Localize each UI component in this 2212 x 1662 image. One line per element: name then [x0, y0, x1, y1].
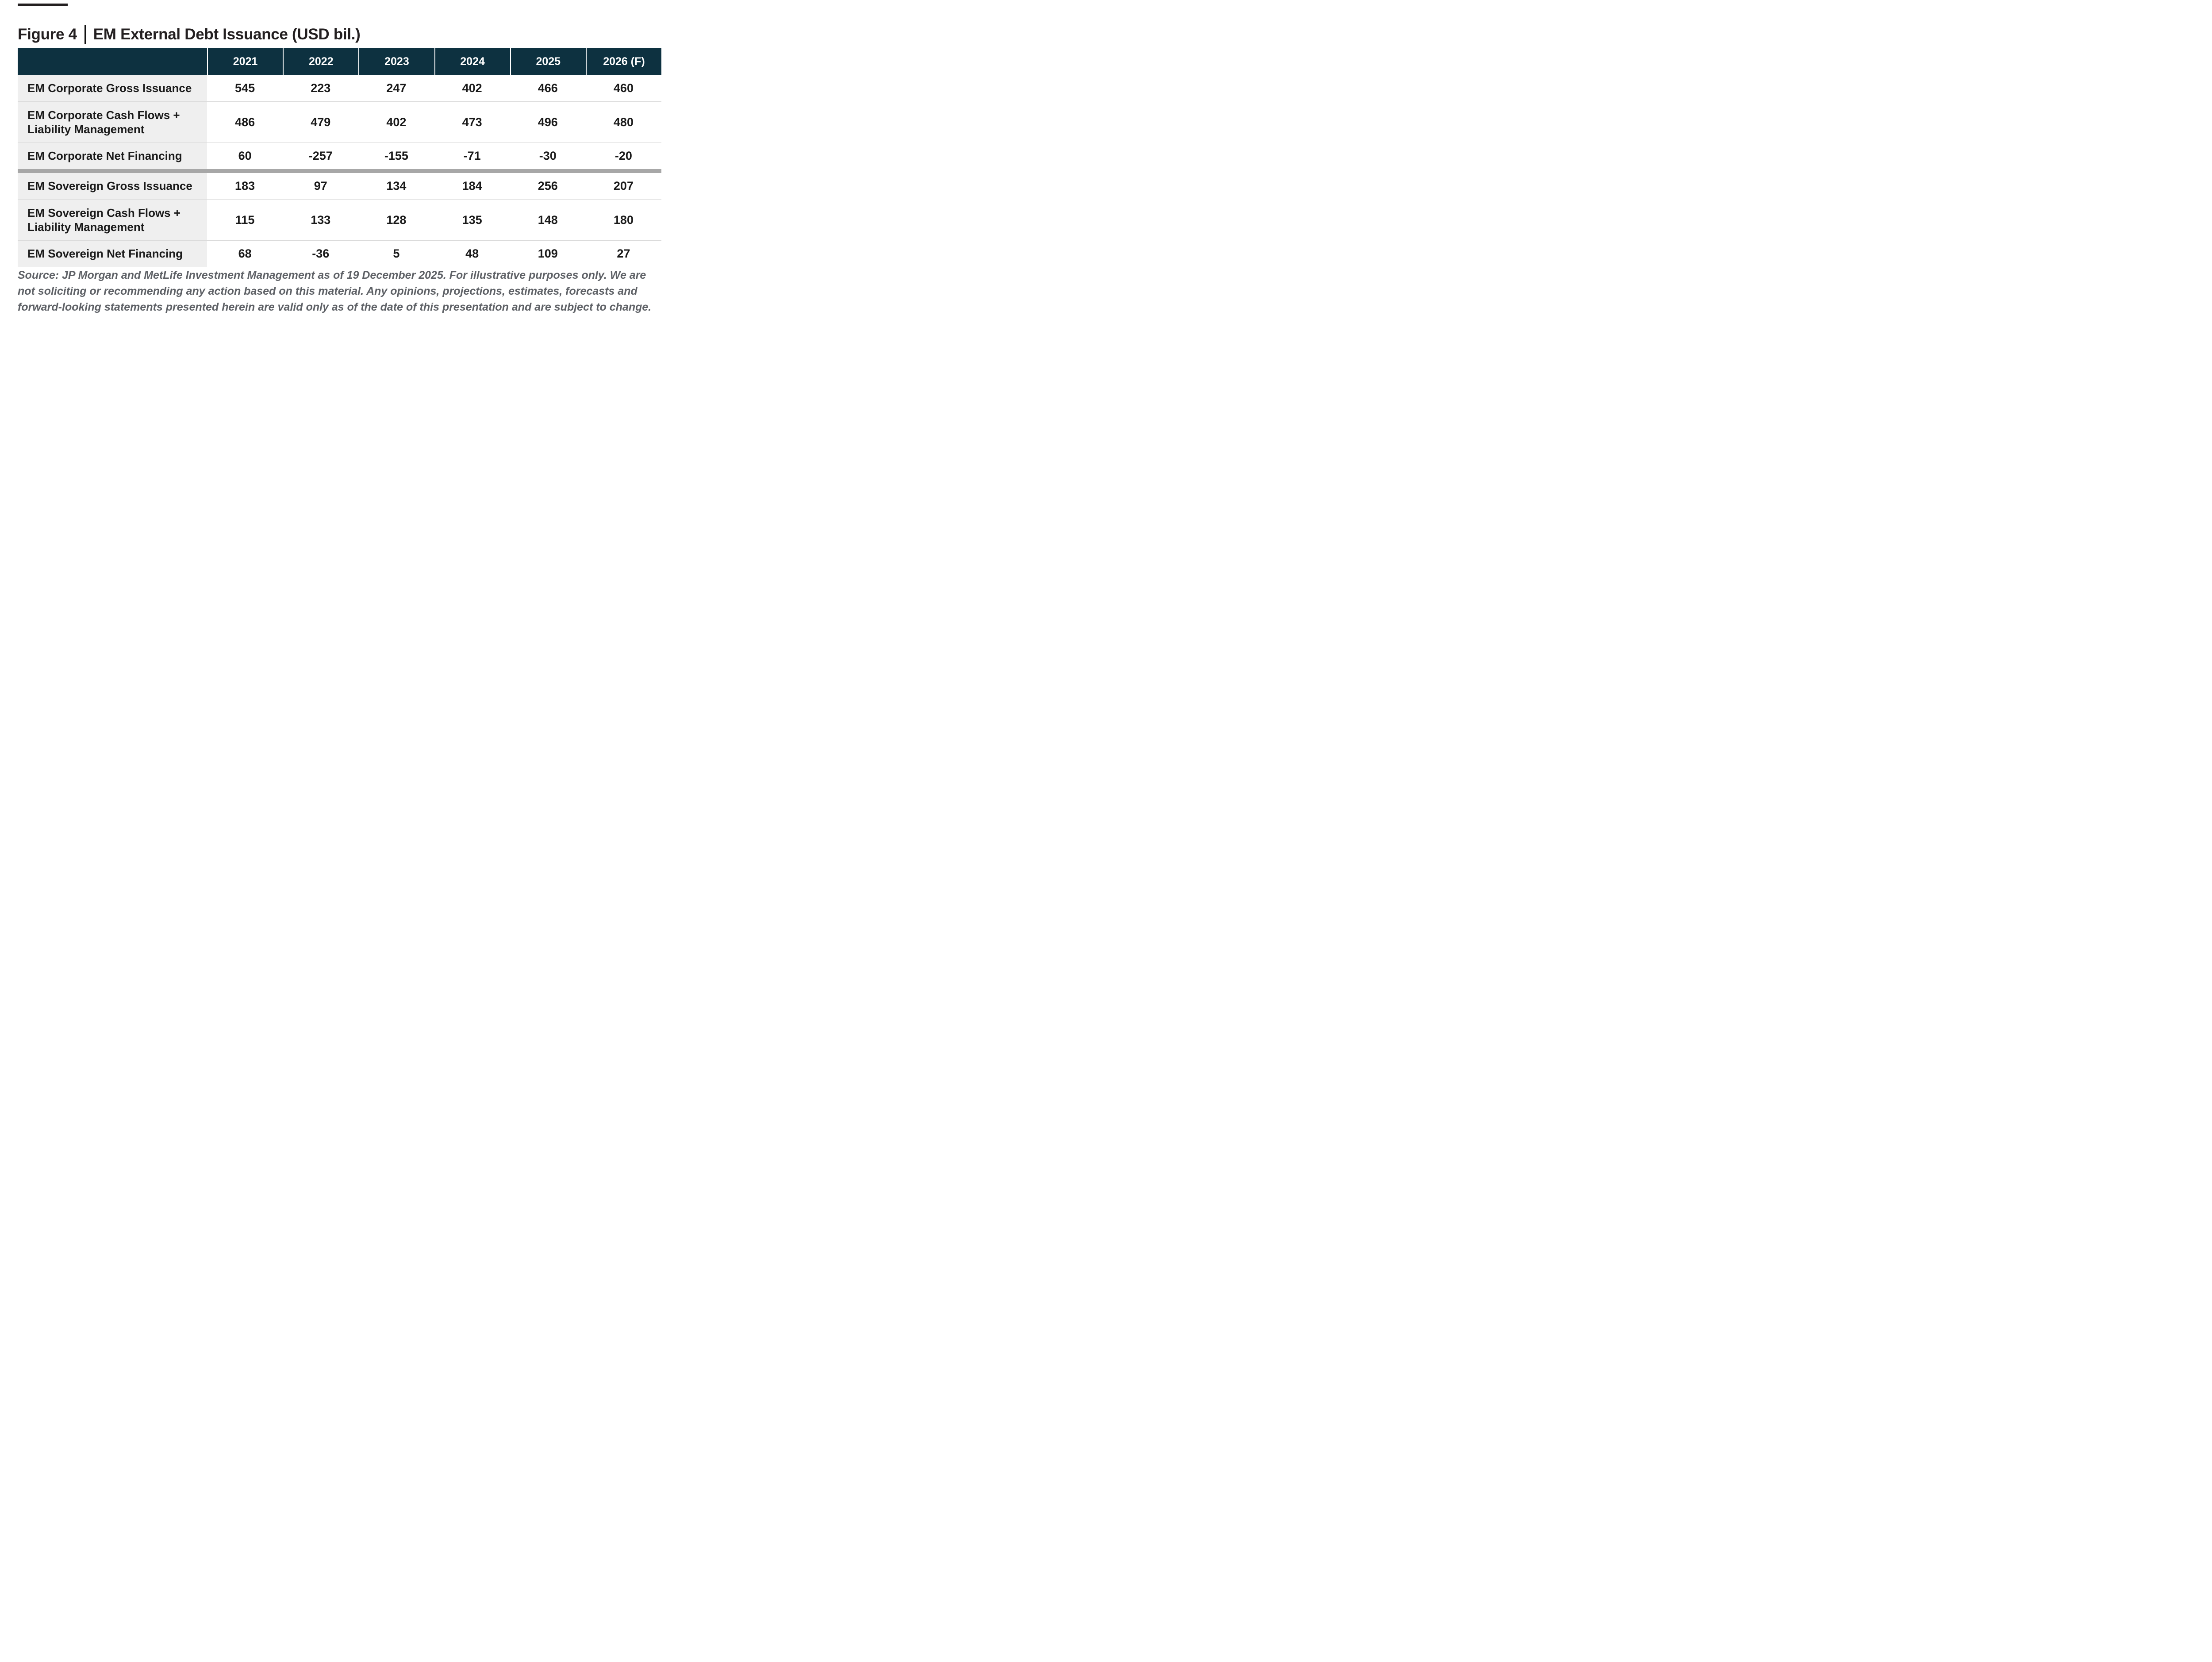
- value-cell: 128: [358, 200, 434, 240]
- value-cell: 223: [283, 75, 359, 101]
- value-cell: 184: [434, 173, 510, 199]
- value-cell: 460: [585, 75, 662, 101]
- header-cell-blank: [18, 48, 207, 75]
- value-cell: 402: [358, 102, 434, 142]
- value-cell: 135: [434, 200, 510, 240]
- value-cell: 480: [585, 102, 662, 142]
- value-cell: 545: [207, 75, 283, 101]
- header-cell-2026f: 2026 (F): [585, 48, 661, 75]
- row-label: EM Corporate Gross Issuance: [18, 75, 207, 101]
- value-cell: 180: [585, 200, 662, 240]
- value-cell: -30: [510, 143, 586, 169]
- row-label: EM Sovereign Net Financing: [18, 241, 207, 267]
- corporate-sovereign-divider: [18, 169, 661, 173]
- header-cell-2022: 2022: [283, 48, 358, 75]
- value-cell: 48: [434, 241, 510, 267]
- value-cell: 207: [585, 173, 662, 199]
- value-cell: 466: [510, 75, 586, 101]
- value-cell: 5: [358, 241, 434, 267]
- value-cell: 486: [207, 102, 283, 142]
- figure-subject: EM External Debt Issuance (USD bil.): [93, 26, 361, 43]
- table-header-row: 2021 2022 2023 2024 2025 2026 (F): [18, 48, 661, 75]
- title-divider-bar: [84, 25, 86, 44]
- top-left-mark: [18, 4, 68, 6]
- value-cell: -257: [283, 143, 359, 169]
- value-cell: 115: [207, 200, 283, 240]
- value-cell: -155: [358, 143, 434, 169]
- table-row: EM Sovereign Cash Flows + Liability Mana…: [18, 200, 662, 241]
- figure-title: Figure 4 EM External Debt Issuance (USD …: [18, 25, 361, 44]
- value-cell: 148: [510, 200, 586, 240]
- value-cell: 183: [207, 173, 283, 199]
- value-cell: 109: [510, 241, 586, 267]
- header-cell-2023: 2023: [358, 48, 434, 75]
- value-cell: 97: [283, 173, 359, 199]
- row-label: EM Corporate Cash Flows + Liability Mana…: [18, 102, 207, 142]
- table-row: EM Corporate Net Financing 60 -257 -155 …: [18, 143, 662, 169]
- row-label: EM Corporate Net Financing: [18, 143, 207, 169]
- row-label: EM Sovereign Cash Flows + Liability Mana…: [18, 200, 207, 240]
- figure-label: Figure 4: [18, 26, 77, 43]
- value-cell: 479: [283, 102, 359, 142]
- table-row: EM Corporate Gross Issuance 545 223 247 …: [18, 75, 662, 102]
- value-cell: 134: [358, 173, 434, 199]
- value-cell: 247: [358, 75, 434, 101]
- table-row: EM Sovereign Gross Issuance 183 97 134 1…: [18, 173, 662, 200]
- value-cell: -36: [283, 241, 359, 267]
- value-cell: -20: [585, 143, 662, 169]
- value-cell: -71: [434, 143, 510, 169]
- value-cell: 60: [207, 143, 283, 169]
- value-cell: 68: [207, 241, 283, 267]
- header-cell-2024: 2024: [434, 48, 510, 75]
- table-row: EM Corporate Cash Flows + Liability Mana…: [18, 102, 662, 143]
- value-cell: 496: [510, 102, 586, 142]
- value-cell: 402: [434, 75, 510, 101]
- value-cell: 27: [585, 241, 662, 267]
- source-note: Source: JP Morgan and MetLife Investment…: [18, 269, 652, 313]
- header-cell-2021: 2021: [207, 48, 283, 75]
- value-cell: 473: [434, 102, 510, 142]
- debt-issuance-table: 2021 2022 2023 2024 2025 2026 (F) EM Cor…: [18, 48, 662, 267]
- value-cell: 256: [510, 173, 586, 199]
- value-cell: 133: [283, 200, 359, 240]
- row-label: EM Sovereign Gross Issuance: [18, 173, 207, 199]
- figure-page: Figure 4 EM External Debt Issuance (USD …: [0, 0, 705, 332]
- header-cell-2025: 2025: [510, 48, 586, 75]
- table-row: EM Sovereign Net Financing 68 -36 5 48 1…: [18, 241, 662, 267]
